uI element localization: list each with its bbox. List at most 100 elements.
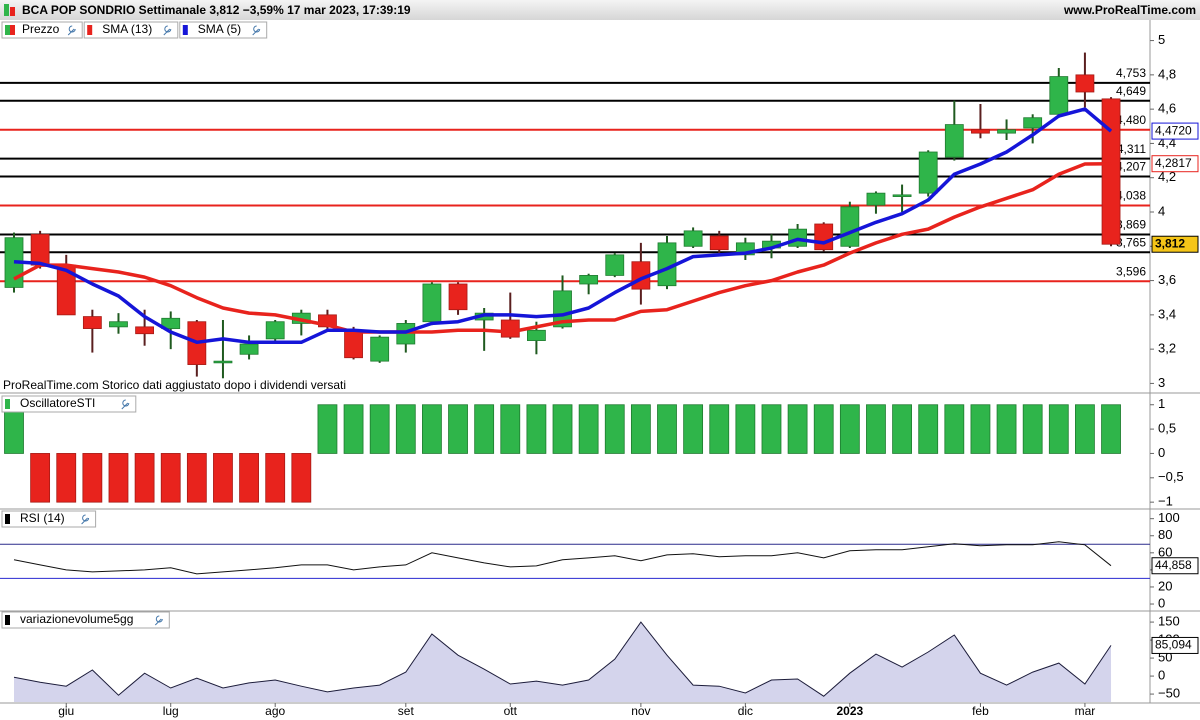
legend-label: Prezzo [22,22,60,36]
price-tag [1151,235,1199,253]
price-tag [1151,155,1199,173]
bar [160,453,181,503]
y-tick-label: 0 [1158,668,1165,683]
y-tick-label: 3,4 [1158,306,1176,321]
price-tag-label: 85,094 [1155,638,1192,652]
bar [56,453,77,503]
y-tick-label: 60 [1158,544,1172,559]
y-tick-label: 150 [1158,614,1180,629]
level-label: 3,596 [1116,264,1146,278]
header-site: www.ProRealTime.com [1063,3,1196,17]
price-tag [1151,636,1199,654]
panel-label: RSI (14) [20,511,65,525]
candle-body [82,316,102,329]
bar [448,404,468,454]
y-tick-label: 100 [1158,510,1180,525]
header-icon [4,4,9,16]
candle-body [1101,98,1121,245]
candle-body [892,194,912,197]
level-label: 3,765 [1116,235,1146,249]
candle-body [422,283,442,323]
bar [787,404,808,454]
bar [317,404,338,454]
y-tick-label: 3,6 [1158,272,1176,287]
panel-label-box [179,21,268,39]
candle-body [265,321,285,340]
candle-body [109,321,128,328]
bar [500,404,521,454]
y-tick-label: 0,5 [1158,421,1176,436]
x-tick-label: feb [972,704,989,718]
panel-label-box [1,611,170,629]
bar [30,453,51,503]
bar [552,404,573,454]
bar [996,404,1017,454]
bar [474,404,495,454]
level-label: 4,311 [1117,142,1146,156]
legend-swatch [10,25,15,35]
x-tick-label: ott [504,704,518,718]
sma-line [13,107,1113,345]
header-bar [0,0,1200,20]
panel-label-box [1,510,97,528]
sma-line [13,161,1112,334]
candle-body [30,233,50,266]
level-label: 4,480 [1116,113,1146,127]
bar [683,404,704,454]
price-tag-label: 44,858 [1155,558,1192,572]
x-tick-label: mar [1075,704,1096,718]
bar [604,404,625,454]
x-tick-label: 2023 [836,704,863,718]
bar [578,404,599,454]
y-tick-label: 4,2 [1158,169,1176,184]
price-tag-label: 3,812 [1155,236,1185,250]
bar [186,453,207,503]
settings-icon [121,399,130,410]
rsi-line [13,541,1112,575]
candle-body [553,290,572,328]
candle-body [448,283,468,311]
y-tick-label: 0 [1158,445,1165,460]
panel-label-box [83,21,179,39]
level-label: 4,649 [1116,84,1146,98]
candle-body [161,317,181,329]
y-tick-label: 5 [1158,32,1165,47]
header-title: BCA POP SONDRIO Settimanale 3,812 −3,59%… [22,3,411,17]
y-tick-label: 3 [1158,375,1165,390]
x-tick-label: giu [58,704,74,718]
x-tick-label: nov [631,704,650,718]
candle-body [944,124,964,158]
bar [944,404,965,454]
legend-swatch [5,25,10,35]
y-tick-label: 0 [1158,595,1165,610]
bar [343,404,364,454]
y-tick-label: 4,8 [1158,66,1176,81]
x-tick-label: dic [738,704,753,718]
legend-swatch [5,514,10,524]
bar [1022,404,1043,454]
y-tick-label: 20 [1158,578,1172,593]
candle-body [840,206,860,247]
candle-body [1075,74,1095,93]
bar [291,453,312,503]
bar [709,404,730,454]
y-tick-label: −0,5 [1158,469,1184,484]
level-label: 4,207 [1116,160,1146,174]
bar [108,453,129,503]
bar [970,404,991,454]
y-tick-label: 80 [1158,527,1172,542]
candle-body [1023,117,1043,129]
settings-icon [252,25,261,36]
panel-label-box [1,395,137,413]
level-label: 4,038 [1116,189,1146,203]
area-line [13,621,1112,697]
settings-icon [67,25,76,36]
legend-label: SMA (5) [198,22,241,36]
candle-body [709,235,729,251]
y-tick-label: 3,2 [1158,341,1176,356]
bar [422,404,442,454]
panel-label: OscillatoreSTI [20,396,95,410]
candle-body [579,275,599,285]
